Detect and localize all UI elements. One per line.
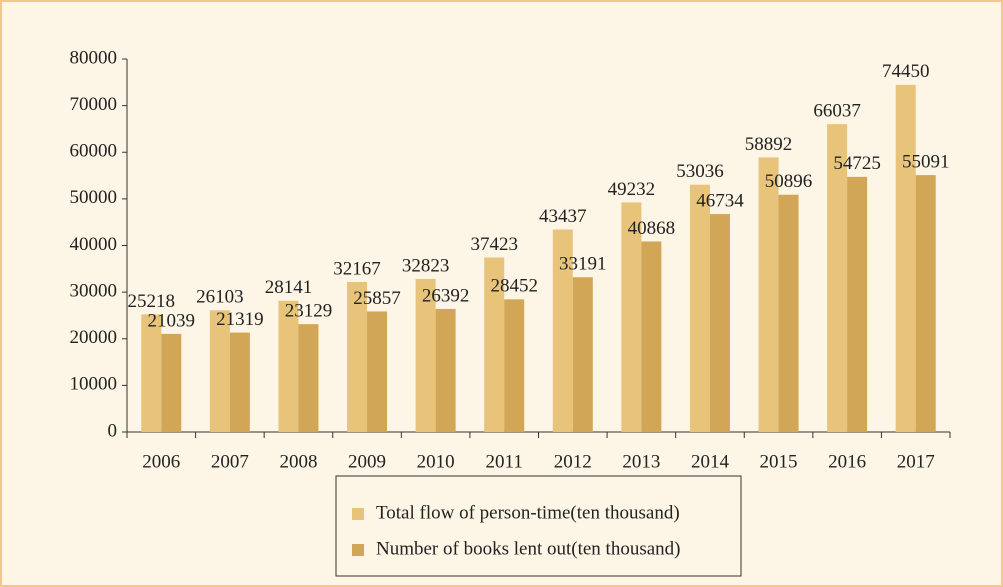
data-label: 37423 bbox=[470, 234, 518, 255]
data-label: 43437 bbox=[539, 206, 587, 227]
bar bbox=[415, 278, 436, 432]
data-label: 58892 bbox=[745, 134, 793, 155]
y-tick-label: 0 bbox=[108, 420, 118, 441]
data-label: 32823 bbox=[402, 255, 450, 276]
bar bbox=[504, 299, 525, 432]
x-tick-label: 2008 bbox=[279, 451, 317, 472]
x-tick-label: 2014 bbox=[691, 451, 730, 472]
data-label: 33191 bbox=[559, 254, 607, 275]
legend-swatch bbox=[352, 544, 364, 556]
x-tick-label: 2016 bbox=[828, 451, 866, 472]
bar bbox=[278, 300, 299, 432]
data-label: 21319 bbox=[216, 309, 264, 330]
data-label: 53036 bbox=[676, 161, 724, 182]
y-tick-label: 10000 bbox=[70, 374, 118, 395]
bar bbox=[758, 157, 779, 432]
bar bbox=[435, 308, 456, 432]
bar bbox=[141, 314, 162, 432]
bar bbox=[709, 214, 730, 432]
bar bbox=[298, 324, 319, 432]
y-tick-label: 80000 bbox=[70, 47, 118, 68]
data-label: 49232 bbox=[608, 179, 656, 200]
y-tick-label: 60000 bbox=[70, 141, 118, 162]
x-tick-label: 2009 bbox=[348, 451, 386, 472]
legend-swatch bbox=[352, 508, 364, 520]
data-label: 66037 bbox=[813, 100, 861, 121]
bar bbox=[367, 311, 388, 432]
data-label: 32167 bbox=[333, 258, 381, 279]
data-label: 28141 bbox=[265, 277, 313, 298]
x-tick-label: 2017 bbox=[897, 451, 935, 472]
bar bbox=[572, 277, 593, 432]
y-tick-label: 50000 bbox=[70, 187, 118, 208]
x-tick-label: 2012 bbox=[554, 451, 592, 472]
bar bbox=[347, 282, 368, 432]
x-tick-label: 2006 bbox=[142, 451, 180, 472]
bar bbox=[621, 202, 642, 432]
y-tick-label: 30000 bbox=[70, 280, 118, 301]
y-tick-label: 20000 bbox=[70, 327, 118, 348]
x-tick-label: 2010 bbox=[417, 451, 455, 472]
bar bbox=[552, 229, 573, 432]
bar bbox=[641, 241, 662, 432]
data-label: 25857 bbox=[353, 288, 401, 309]
bar bbox=[161, 333, 182, 432]
y-tick-label: 70000 bbox=[70, 94, 118, 115]
x-tick-label: 2011 bbox=[486, 451, 523, 472]
data-label: 55091 bbox=[902, 151, 950, 172]
bar bbox=[778, 194, 799, 432]
data-label: 25218 bbox=[128, 291, 176, 312]
bar bbox=[827, 124, 848, 433]
x-tick-label: 2007 bbox=[211, 451, 249, 472]
bar bbox=[915, 175, 936, 432]
legend-label: Number of books lent out(ten thousand) bbox=[376, 538, 680, 559]
data-label: 23129 bbox=[285, 301, 333, 322]
data-label: 26392 bbox=[422, 285, 470, 306]
x-tick-label: 2015 bbox=[760, 451, 798, 472]
bar bbox=[209, 310, 230, 432]
data-label: 54725 bbox=[833, 153, 881, 174]
data-label: 50896 bbox=[765, 171, 813, 192]
y-tick-label: 40000 bbox=[70, 234, 118, 255]
legend-box bbox=[335, 475, 742, 577]
bar bbox=[484, 257, 505, 432]
bar bbox=[847, 176, 868, 432]
bar bbox=[895, 84, 916, 432]
data-label: 28452 bbox=[490, 276, 538, 297]
bar bbox=[229, 332, 250, 432]
data-label: 40868 bbox=[628, 218, 676, 239]
bar bbox=[689, 184, 710, 432]
legend-label: Total flow of person-time(ten thousand) bbox=[376, 502, 680, 523]
data-label: 26103 bbox=[196, 287, 244, 308]
data-label: 74450 bbox=[882, 61, 930, 82]
x-tick-label: 2013 bbox=[622, 451, 660, 472]
data-label: 46734 bbox=[696, 190, 744, 211]
data-label: 21039 bbox=[148, 310, 196, 331]
